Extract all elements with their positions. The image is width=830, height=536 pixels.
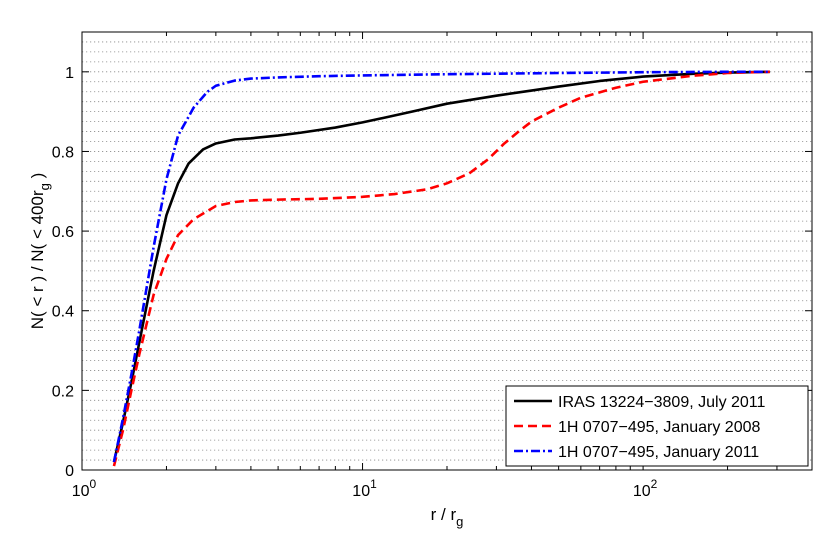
y-axis-label-main: N( < r ) / N( < 400r	[28, 190, 47, 329]
x-axis-label: r / rg	[431, 505, 464, 529]
series-line-3	[112, 70, 770, 463]
plot-series	[112, 70, 770, 467]
x-tick-label: 101	[352, 477, 377, 500]
series-line-2	[112, 70, 770, 467]
x-tick-label: 102	[633, 477, 658, 500]
x-tick-label: 100	[72, 477, 97, 500]
y-tick-label: 0.4	[52, 304, 74, 321]
y-axis-label-tail: )	[28, 173, 47, 183]
legend-label-2: 1H 0707−495, January 2008	[558, 419, 760, 436]
legend: IRAS 13224−3809, July 2011 1H 0707−495, J…	[505, 385, 809, 467]
y-tick-label: 0	[65, 463, 74, 480]
legend-box	[505, 385, 809, 467]
legend-label-1: IRAS 13224−3809, July 2011	[558, 394, 766, 411]
y-tick-label: 0.2	[52, 383, 74, 400]
y-tick-label: 1	[65, 65, 74, 82]
series-line-1	[112, 70, 770, 463]
x-axis-label-subscript: g	[456, 514, 463, 529]
axis-ticks: 0 0.2 0.4 0.6 0.8 1 100 101 102	[52, 32, 813, 500]
y-axis-label: N( < r ) / N( < 400rg )	[28, 173, 52, 330]
y-tick-label: 0.6	[52, 224, 74, 241]
x-axis-label-main: r / r	[431, 505, 457, 524]
y-tick-label: 0.8	[52, 144, 74, 161]
legend-label-3: 1H 0707−495, January 2011	[558, 444, 759, 461]
y-axis-label-subscript: g	[37, 183, 52, 190]
